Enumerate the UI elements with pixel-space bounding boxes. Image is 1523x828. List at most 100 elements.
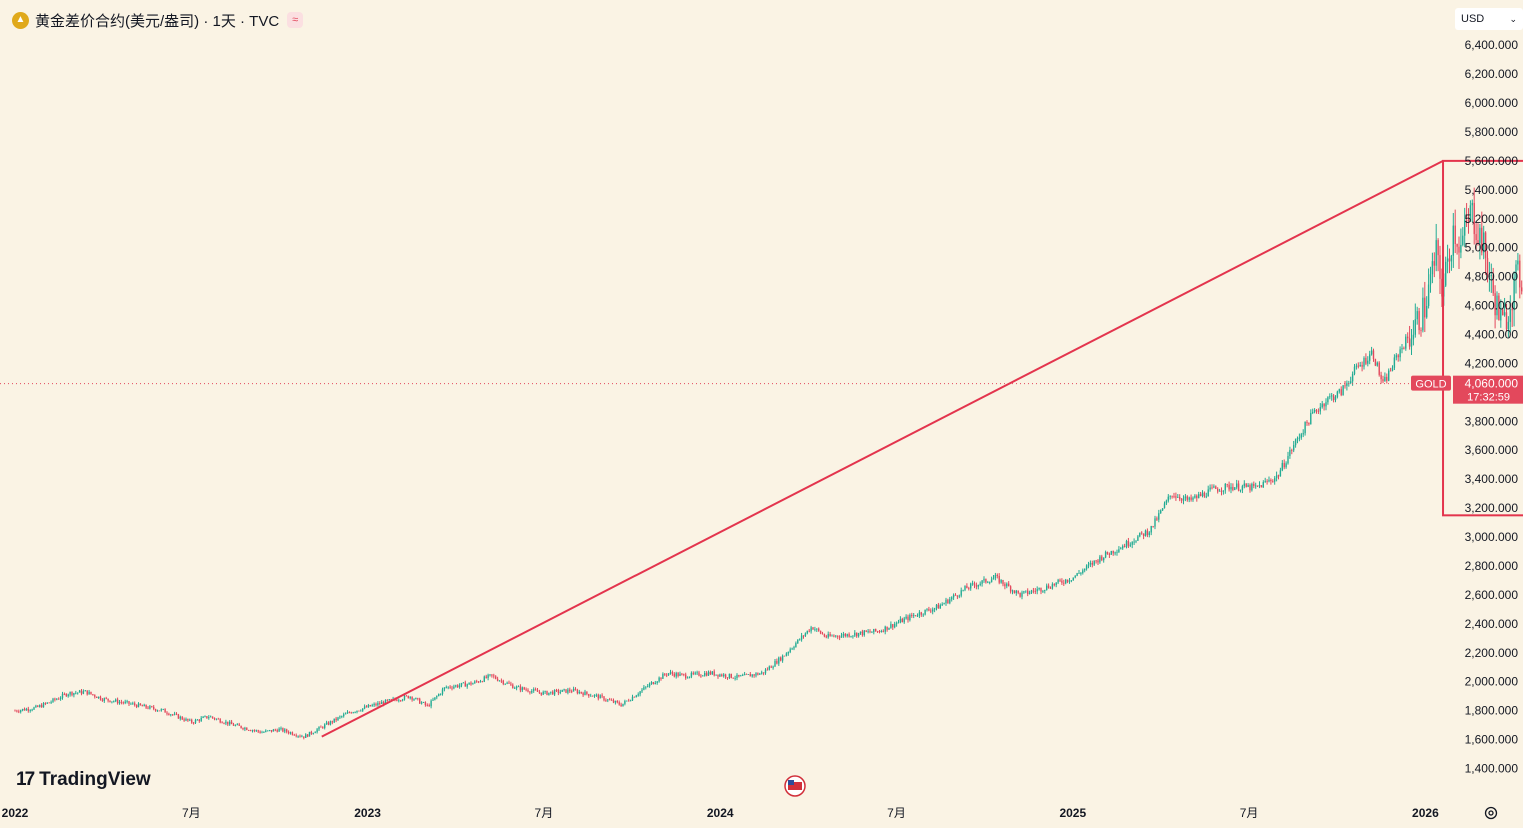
candle-body <box>1293 445 1295 451</box>
candle-body <box>116 699 119 704</box>
candlestick-series <box>14 187 1523 740</box>
candle-body <box>1095 560 1097 562</box>
candle-body <box>521 687 523 691</box>
candle-body <box>244 727 246 730</box>
candle-body <box>1080 573 1082 574</box>
candle-body <box>124 701 126 703</box>
candle-body <box>476 681 478 683</box>
candle-body <box>956 595 959 597</box>
candle-body <box>533 689 535 691</box>
candle-body <box>310 731 313 734</box>
candle-body <box>970 583 972 589</box>
candle-body <box>291 732 294 735</box>
candle-body <box>1515 264 1517 278</box>
candle-body <box>149 706 151 709</box>
candle-body <box>350 712 352 714</box>
us-flag-icon[interactable] <box>784 775 806 797</box>
candle-body <box>762 672 765 674</box>
candle-body <box>1019 592 1021 597</box>
candle-body <box>1317 411 1320 412</box>
price-tick-label: 6,400.000 <box>1465 38 1519 52</box>
candle-body <box>1011 590 1014 592</box>
candle-body <box>306 734 309 737</box>
candle-body <box>1441 278 1443 297</box>
candle-body <box>1089 562 1092 565</box>
candle-body <box>1498 295 1500 321</box>
candle-body <box>1342 385 1344 396</box>
candle-body <box>381 702 383 704</box>
candle-body <box>1393 357 1396 368</box>
candle-body <box>576 690 579 694</box>
candle-body <box>230 721 233 725</box>
symbol-title[interactable]: 黄金差价合约(美元/盎司) · 1天 · TVC <box>35 12 280 30</box>
candle-body <box>185 718 187 721</box>
candle-body <box>732 677 734 679</box>
candle-body <box>1477 240 1479 244</box>
tradingview-logo[interactable]: 17 TradingView <box>16 767 151 793</box>
candle-body <box>232 724 235 726</box>
approx-badge[interactable]: ≈ <box>287 12 304 28</box>
candle-body <box>1258 485 1261 487</box>
candle-body <box>1380 374 1382 380</box>
price-tick-label: 6,000.000 <box>1465 96 1519 110</box>
candle-body <box>396 699 398 701</box>
candle-body <box>660 677 662 679</box>
candle-body <box>932 609 934 612</box>
candle-body <box>210 716 212 718</box>
candle-body <box>1239 489 1242 491</box>
candle-body <box>1274 478 1276 482</box>
price-tick-label: 2,000.000 <box>1465 675 1519 689</box>
candle-body <box>781 655 784 661</box>
candle-body <box>301 736 303 738</box>
candle-body <box>386 699 389 701</box>
candle-body <box>664 673 666 675</box>
symbol-header[interactable]: ▲ 黄金差价合约(美元/盎司) · 1天 · TVC ≈ <box>12 9 304 31</box>
candle-body <box>196 719 199 721</box>
candle-body <box>837 635 839 637</box>
candle-body <box>458 685 461 688</box>
rectangle-drawing[interactable] <box>1442 159 1523 517</box>
candle-body <box>631 696 634 701</box>
candle-body <box>1359 364 1361 367</box>
candle-body <box>1110 550 1112 555</box>
candle-body <box>652 682 655 685</box>
currency-dropdown[interactable]: USD ⌄ <box>1455 8 1523 30</box>
candle-body <box>1414 319 1416 335</box>
gear-icon[interactable] <box>1483 805 1499 821</box>
candle-body <box>115 699 117 702</box>
candle-body <box>1285 463 1287 468</box>
candle-body <box>654 682 656 685</box>
candle-body <box>1405 336 1407 349</box>
candle-body <box>808 630 810 632</box>
price-tick-label: 1,600.000 <box>1465 733 1519 747</box>
candle-body <box>504 683 506 685</box>
candle-body <box>1165 500 1168 504</box>
candle-body <box>428 705 430 707</box>
candle-body <box>1053 584 1055 586</box>
candle-body <box>1245 483 1247 487</box>
candle-body <box>103 698 105 701</box>
candle-body <box>924 609 926 615</box>
candle-body <box>1407 336 1409 339</box>
candle-body <box>540 692 542 695</box>
candle-body <box>1376 362 1378 366</box>
candle-body <box>945 599 947 604</box>
candle-body <box>1025 590 1027 592</box>
candle-body <box>994 574 997 578</box>
trend-line-drawing[interactable] <box>321 159 1444 738</box>
candle-body <box>591 695 594 697</box>
candle-body <box>141 705 143 707</box>
chevron-down-icon: ⌄ <box>1509 13 1517 24</box>
us-flag-icon-stripes <box>788 782 802 790</box>
candle-body <box>181 716 183 720</box>
candle-body <box>553 690 556 695</box>
candle-body <box>1148 532 1150 536</box>
candle-body <box>527 689 529 692</box>
candle-body <box>586 691 588 694</box>
candle-body <box>800 635 803 640</box>
candle-body <box>333 718 335 723</box>
candle-body <box>206 716 208 719</box>
candle-body <box>126 701 128 702</box>
candle-body <box>698 672 700 676</box>
